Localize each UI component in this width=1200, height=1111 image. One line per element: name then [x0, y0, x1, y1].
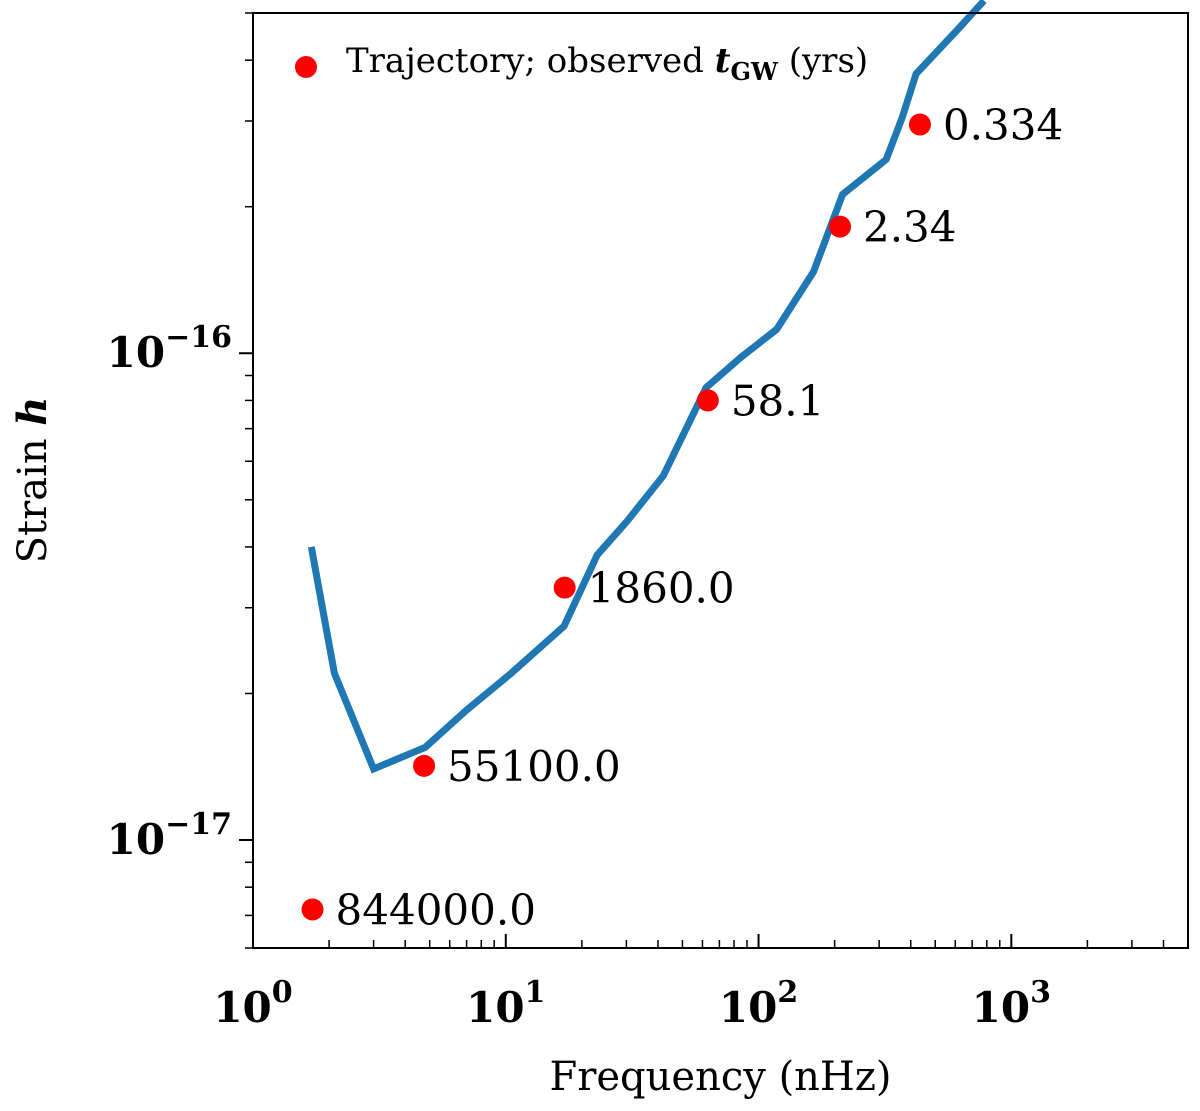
y-tick-label: 10−16 [107, 320, 232, 377]
data-point [908, 113, 931, 136]
point-labels-layer: 844000.0 55100.0 1860.0 58.1 2.34 0.334 [336, 101, 1064, 935]
y-tick-label: 10−17 [107, 807, 232, 864]
data-point [301, 898, 324, 921]
x-tick-label: 102 [719, 975, 798, 1032]
x-axis-title: Frequency (nHz) [550, 1054, 892, 1100]
data-label: 58.1 [731, 376, 825, 425]
x-tick-label: 103 [972, 975, 1051, 1032]
data-label: 844000.0 [336, 885, 536, 934]
data-label: 1860.0 [588, 564, 735, 613]
data-point [553, 576, 576, 599]
data-label: 0.334 [943, 101, 1063, 150]
legend-label: Trajectory; observed tGW (yrs) [346, 41, 868, 86]
y-axis-title: Strain h [9, 397, 56, 564]
x-tick-label: 101 [466, 975, 545, 1032]
data-point [413, 754, 436, 777]
data-label: 55100.0 [447, 742, 621, 791]
ticks-layer: 100 101 102 103 10−17 10−16 [107, 12, 1189, 1032]
series-layer [301, 0, 987, 921]
x-tick-label: 100 [213, 975, 292, 1032]
data-label: 2.34 [863, 203, 957, 252]
data-point [696, 389, 719, 412]
axis-titles: Frequency (nHz) Strain h [9, 397, 892, 1100]
series-line [307, 0, 987, 774]
plot-frame [252, 12, 1189, 949]
legend-marker [295, 56, 317, 78]
legend: Trajectory; observed tGW (yrs) [295, 41, 868, 86]
data-point [828, 215, 851, 238]
